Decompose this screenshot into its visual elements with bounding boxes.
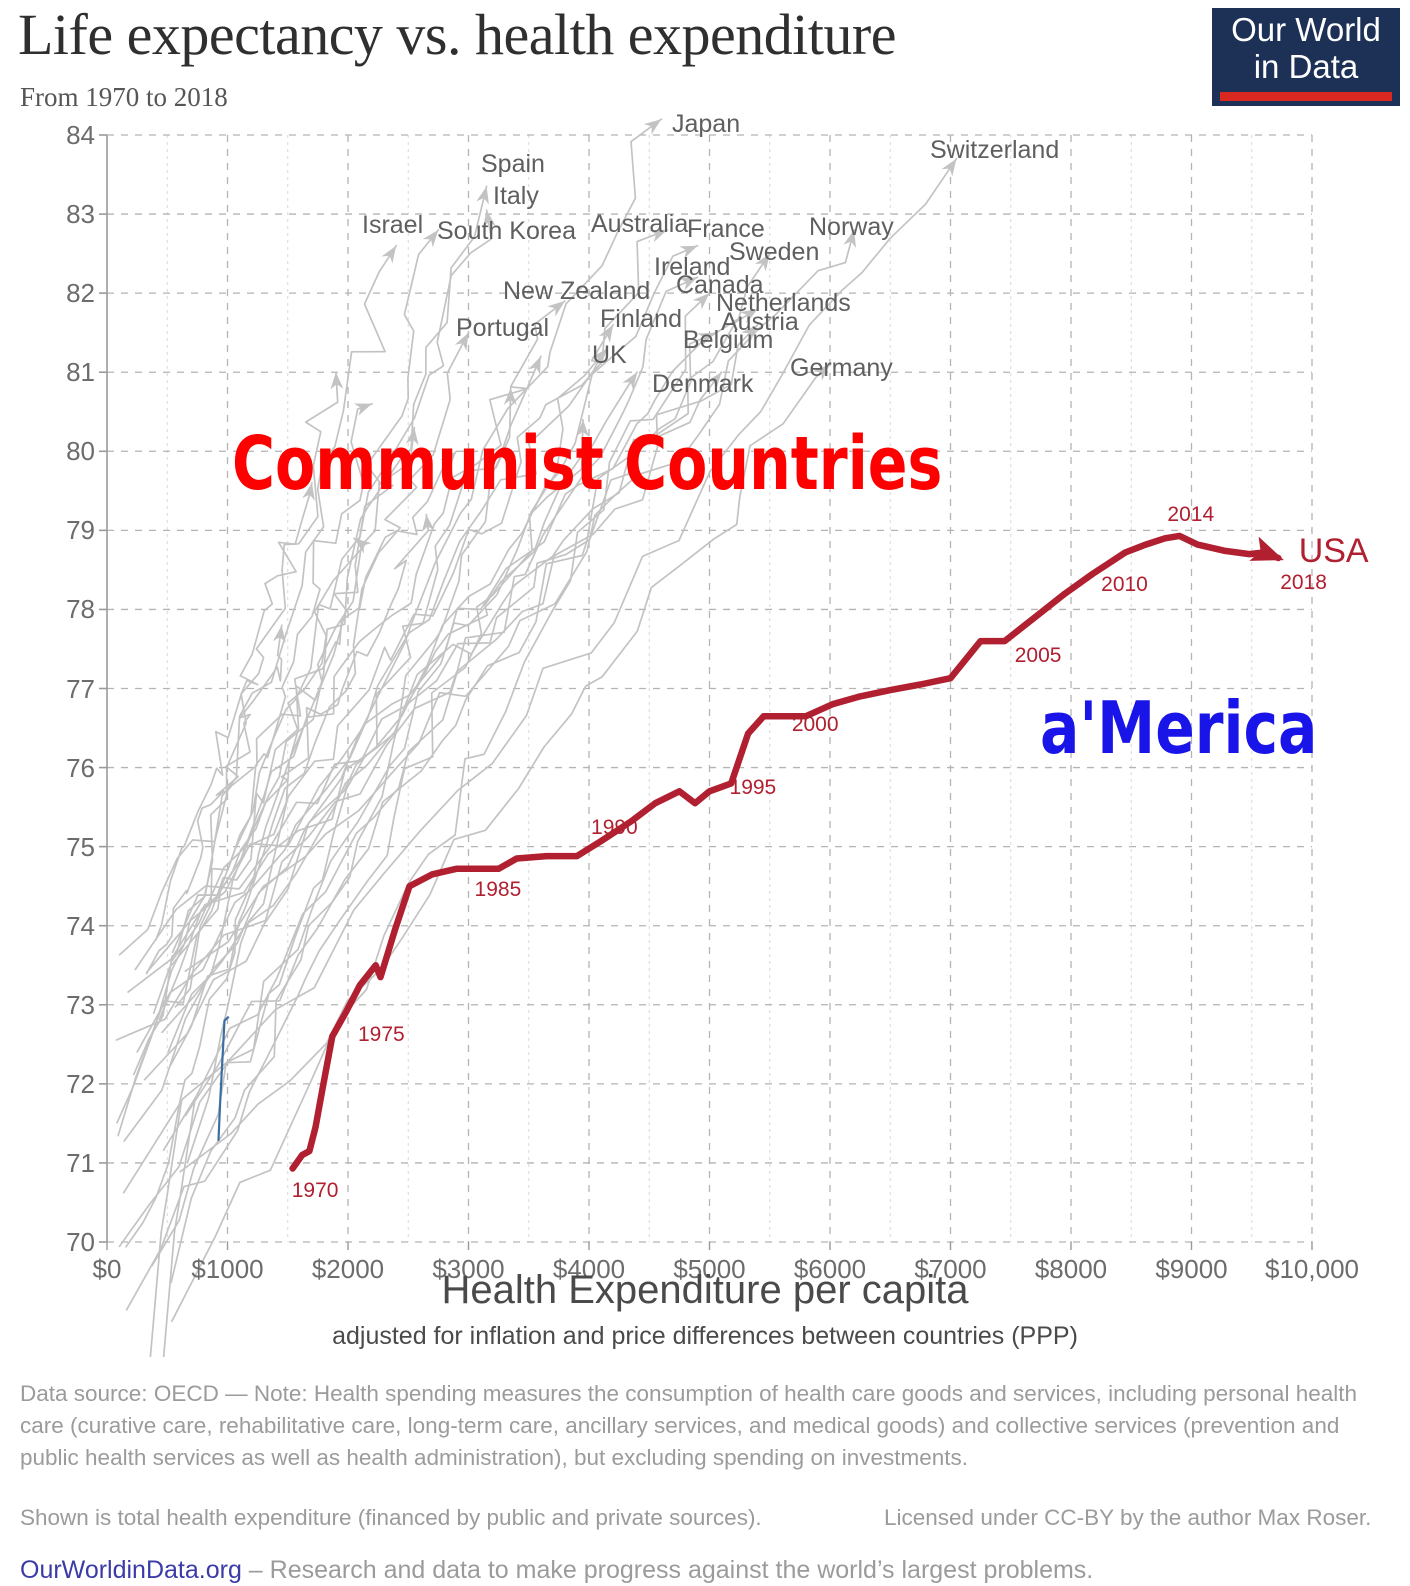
usa-year-label-2010: 2010 bbox=[1101, 572, 1148, 596]
country-label-spain: Spain bbox=[481, 150, 545, 178]
y-tick-label: 83 bbox=[66, 199, 95, 230]
owid-site-link[interactable]: OurWorldinData.org bbox=[20, 1556, 242, 1584]
license-note: Licensed under CC-BY by the author Max R… bbox=[884, 1505, 1372, 1530]
x-tick-label: $1000 bbox=[191, 1254, 264, 1284]
usa-trajectory-line[interactable] bbox=[289, 532, 1289, 1172]
country-label-japan: Japan bbox=[672, 110, 741, 138]
y-tick-label: 77 bbox=[66, 673, 95, 704]
country-label-denmark: Denmark bbox=[652, 370, 754, 398]
country-label-portugal: Portugal bbox=[456, 314, 550, 342]
y-tick-label: 82 bbox=[66, 278, 95, 309]
country-label-belgium: Belgium bbox=[683, 326, 774, 354]
accent-country-line bbox=[217, 1015, 230, 1141]
page-header: Life expectancy vs. health expenditure F… bbox=[0, 0, 1410, 120]
usa-year-label-2018: 2018 bbox=[1280, 571, 1327, 595]
usa-year-label-1975: 1975 bbox=[358, 1023, 405, 1047]
grid-y bbox=[107, 134, 1312, 1243]
x-tick-label: $8000 bbox=[1034, 1254, 1108, 1284]
x-tick-label: $9000 bbox=[1155, 1254, 1228, 1284]
usa-year-label-1990: 1990 bbox=[591, 815, 638, 839]
country-label-netherlands: Netherlands bbox=[716, 289, 851, 317]
y-tick-label: 84 bbox=[66, 120, 95, 150]
country-label-uk: UK bbox=[592, 341, 627, 369]
usa-year-label-2000: 2000 bbox=[791, 713, 839, 737]
country-label-australia: Australia bbox=[591, 210, 689, 238]
usa-series-label: USA bbox=[1298, 532, 1369, 571]
page-subtitle: From 1970 to 2018 bbox=[20, 82, 228, 112]
country-label-finland: Finland bbox=[600, 305, 682, 333]
x-tick-label: $4000 bbox=[552, 1254, 626, 1284]
y-tick-label: 79 bbox=[66, 515, 95, 546]
y-tick-label: 74 bbox=[66, 910, 95, 941]
chart-area: Life Expectancy 707172737475767778798081… bbox=[66, 110, 1369, 1358]
y-tick-label: 81 bbox=[66, 357, 95, 388]
usa-year-label-2014: 2014 bbox=[1167, 503, 1215, 527]
axis-lines bbox=[99, 134, 1313, 1250]
x-tick-label: $0 bbox=[92, 1254, 122, 1284]
usa-year-label-1985: 1985 bbox=[474, 877, 522, 901]
y-tick-label: 75 bbox=[66, 831, 95, 862]
annotation-america: a'Merica bbox=[1040, 686, 1318, 770]
country-label-switzerland: Switzerland bbox=[930, 136, 1060, 164]
y-tick-label: 72 bbox=[66, 1068, 95, 1099]
x-axis-label: Health Expenditure per capita bbox=[441, 1268, 969, 1312]
y-tick-label: 71 bbox=[66, 1147, 95, 1178]
grid-x bbox=[226, 135, 1313, 1242]
country-label-new-zealand: New Zealand bbox=[503, 277, 651, 305]
x-tick-label: $7000 bbox=[914, 1254, 987, 1284]
y-tick-label: 76 bbox=[66, 752, 95, 783]
x-tick-label: $5000 bbox=[673, 1254, 746, 1284]
country-label-israel: Israel bbox=[362, 211, 424, 239]
logo-line-1: Our World bbox=[1231, 11, 1381, 48]
logo-red-bar bbox=[1220, 92, 1392, 101]
plot-canvas bbox=[99, 118, 1313, 1358]
background-country-lines bbox=[115, 118, 958, 1358]
country-label-austria: Austria bbox=[721, 308, 799, 336]
y-tick-label: 73 bbox=[66, 989, 95, 1020]
y-tick-label: 70 bbox=[66, 1227, 95, 1257]
y-tick-label: 80 bbox=[66, 436, 95, 467]
x-tick-label: $10,000 bbox=[1265, 1254, 1359, 1284]
x-axis-sublabel: adjusted for inflation and price differe… bbox=[332, 1322, 1078, 1350]
country-label-france: France bbox=[687, 215, 765, 243]
x-tick-label: $2000 bbox=[311, 1254, 385, 1284]
logo-line-2: in Data bbox=[1253, 48, 1359, 85]
usa-year-label-1970: 1970 bbox=[291, 1179, 339, 1203]
country-label-sweden: Sweden bbox=[729, 238, 820, 266]
usa-year-label-2005: 2005 bbox=[1014, 644, 1062, 668]
country-label-germany: Germany bbox=[790, 354, 893, 382]
owid-footer-line: OurWorldinData.org – Research and data t… bbox=[20, 1554, 1093, 1586]
page-title: Life expectancy vs. health expenditure bbox=[18, 2, 897, 67]
annotation-communist-countries: Communist Countries bbox=[232, 421, 943, 507]
our-world-in-data-logo[interactable]: Our World in Data bbox=[1212, 8, 1400, 106]
data-source-note: Data source: OECD — Note: Health spendin… bbox=[20, 1381, 1358, 1470]
country-label-canada: Canada bbox=[676, 271, 764, 299]
x-tick-label: $3000 bbox=[432, 1254, 505, 1284]
country-label-italy: Italy bbox=[493, 182, 539, 210]
usa-year-label-1995: 1995 bbox=[729, 776, 777, 800]
y-tick-label: 78 bbox=[66, 594, 95, 625]
country-label-ireland: Ireland bbox=[654, 253, 731, 281]
owid-tagline: – Research and data to make progress aga… bbox=[241, 1556, 1094, 1584]
shown-note: Shown is total health expenditure (finan… bbox=[20, 1505, 762, 1530]
chart-svg bbox=[99, 118, 1313, 1358]
country-label-south-korea: South Korea bbox=[437, 217, 576, 245]
x-tick-label: $6000 bbox=[793, 1254, 867, 1284]
country-label-norway: Norway bbox=[809, 213, 894, 241]
